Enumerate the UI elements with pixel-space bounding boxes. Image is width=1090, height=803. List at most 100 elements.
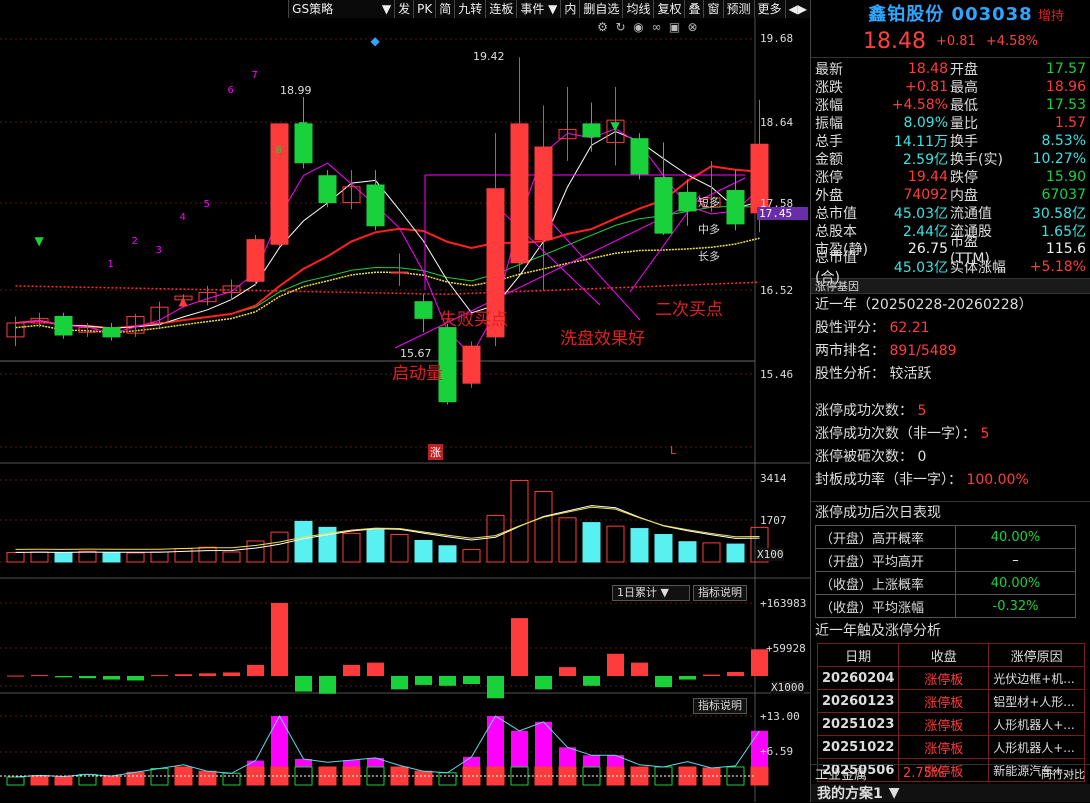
candle-body (631, 139, 648, 174)
quote-key: 外盘 (811, 185, 873, 205)
volume-bar (463, 550, 480, 562)
toolbar-button-inner[interactable]: 内 (560, 0, 579, 18)
indicator-explain-button[interactable]: 指标说明 (693, 698, 747, 714)
prev-high-label: 18.99 (280, 84, 312, 97)
quote-value: 19.44 (873, 169, 950, 185)
gene-period: 近一年（20250228-20260228） (811, 294, 1090, 317)
mid-term-label: 中多 (698, 221, 720, 237)
quote-key: 开盘 (950, 59, 1012, 79)
candle-body (511, 124, 528, 263)
macd-period-select[interactable]: 1日累计 ▼ (612, 585, 690, 601)
quote-key: 换手 (950, 131, 1012, 151)
low-price-label: 15.67 (400, 347, 432, 360)
indicator-base-bar (55, 777, 72, 785)
price-row: 18.48 +0.81 +4.58% (811, 26, 1090, 58)
indicator-bar (511, 731, 528, 767)
link-icon[interactable]: ∞ (650, 20, 663, 34)
eye-icon[interactable]: ◉ (632, 20, 645, 34)
next-day-value: 40.00% (956, 572, 1076, 595)
volume-bar (631, 529, 648, 562)
macd-bar (247, 665, 264, 676)
quote-value: 17.57 (1012, 61, 1086, 77)
toolbar-button-overlay[interactable]: 叠 (684, 0, 703, 18)
volume-bar (175, 549, 192, 562)
lock-icon[interactable]: ▣ (668, 20, 681, 34)
toolbar-button-simple[interactable]: 简 (435, 0, 454, 18)
macd-bar (271, 603, 288, 676)
candle-body (367, 185, 384, 226)
quote-value: 2.44亿 (873, 221, 950, 241)
limit-success-nz-label: 涨停成功次数（非一字）： (815, 426, 976, 442)
gene-rank-row: 两市排名： 891/5489 (811, 340, 1090, 363)
toolbar-button-forecast[interactable]: 预测 (723, 0, 754, 18)
toolbar-button-fa[interactable]: 发 (394, 0, 413, 18)
plan-row[interactable]: 我的方案1▼ (811, 784, 1090, 802)
industry-name[interactable]: 工业金属 (811, 764, 903, 783)
toolbar-button-delete-watchlist[interactable]: 删自选 (579, 0, 622, 18)
toolbar-button-more[interactable]: 更多 (754, 0, 785, 18)
macd-bar (199, 673, 216, 676)
quote-key: 实体涨幅 (950, 257, 1012, 277)
toolbar-button-limit[interactable]: 连板 (485, 0, 516, 18)
toolbar-button-nine[interactable]: 九转 (454, 0, 485, 18)
next-day-row: （开盘）平均高开– (816, 549, 1076, 572)
candle-body (655, 178, 672, 234)
gear-icon[interactable]: ⚙ (596, 20, 609, 34)
touch-date: 20260123 (818, 690, 899, 713)
last-price: 18.48 (863, 29, 926, 54)
arrow-icon[interactable]: ◀▶ (785, 0, 810, 18)
sequence-label: 7 (252, 70, 258, 81)
macd-bar (655, 676, 672, 687)
quote-value: +5.18% (1012, 259, 1086, 275)
macd-unit: X1000 (771, 681, 804, 694)
limit-up-marker[interactable]: 涨 (428, 444, 443, 460)
volume-unit: X100 (757, 548, 784, 561)
volume-bar (223, 552, 240, 562)
toolbar-button-pk[interactable]: PK (413, 0, 435, 18)
next-day-value: – (956, 549, 1076, 572)
signal-arrow-icon: ▲ (491, 257, 501, 271)
industry-pct: 2.75% (903, 766, 1041, 781)
toolbar-button-window[interactable]: 窗 (703, 0, 722, 18)
quote-key: 最低 (950, 95, 1012, 115)
indicator-base-bar (703, 768, 720, 785)
dropdown-icon: ▼ (883, 785, 900, 801)
macd-period-label: 1日累计 (617, 586, 657, 599)
touch-status: 涨停板 (899, 736, 989, 759)
toolbar-button-event[interactable]: 事件 ▼ (516, 0, 560, 18)
indicator-base-bar (7, 777, 24, 785)
close-icon[interactable]: ⊗ (686, 20, 699, 34)
quote-value: 1.65亿 (1012, 221, 1086, 241)
compare-button[interactable]: 同行对比 (1041, 766, 1085, 782)
volume-bar (439, 546, 456, 562)
holding-tag[interactable]: 增持 (1038, 5, 1064, 24)
rank-label: 两市排名： (815, 343, 885, 359)
macd-bar (559, 667, 576, 676)
touch-date: 20251022 (818, 736, 899, 759)
quote-key: 内盘 (950, 185, 1012, 205)
toolbar-button-adjust[interactable]: 复权 (653, 0, 684, 18)
next-day-value: -0.32% (956, 595, 1076, 618)
indicator-base-bar (31, 775, 48, 785)
strategy-select[interactable]: GS策略▼ (288, 0, 394, 18)
quote-value: 115.6 (1012, 241, 1086, 257)
macd-explain-button[interactable]: 指标说明 (693, 585, 747, 601)
refresh-icon[interactable]: ↻ (614, 20, 627, 34)
quote-value: 74092 (873, 187, 950, 203)
next-day-row: （收盘）平均涨幅-0.32% (816, 595, 1076, 618)
volume-bar (559, 518, 576, 562)
industry-row: 工业金属 2.75% 同行对比 (811, 764, 1090, 782)
touch-header: 收盘 (899, 644, 989, 667)
sequence-label: 4 (180, 212, 186, 223)
toolbar-button-ma[interactable]: 均线 (622, 0, 653, 18)
touch-header: 日期 (818, 644, 899, 667)
